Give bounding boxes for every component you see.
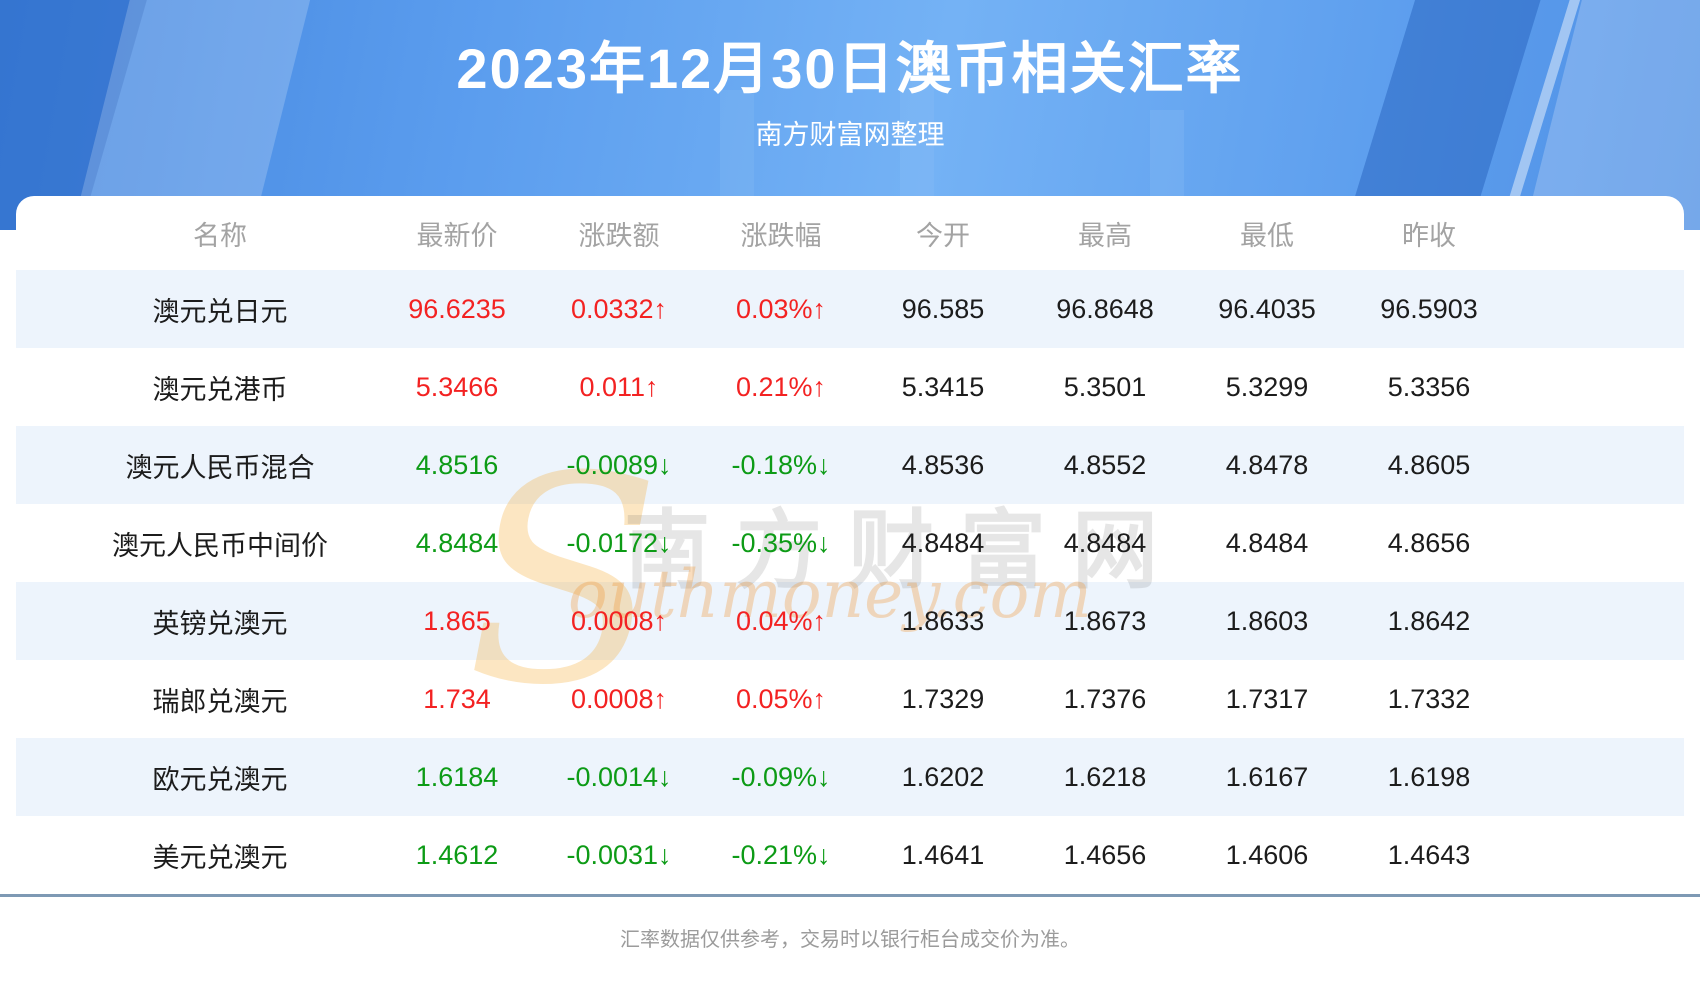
column-header-spacer — [1510, 196, 1684, 270]
cell-pct: -0.35%↓ — [731, 527, 831, 558]
column-header-6: 最低 — [1240, 220, 1294, 251]
cell-latest: 1.4612 — [415, 839, 499, 870]
table-row: 欧元兑澳元 1.6184 -0.0014↓ -0.09%↓ 1.6202 1.6218 1.… — [16, 738, 1684, 816]
cell-change: 0.0008↑ — [570, 605, 668, 636]
cell-spacer — [1510, 582, 1684, 660]
cell-spacer — [1510, 504, 1684, 582]
column-header-5: 最高 — [1078, 220, 1132, 251]
cell-pct: -0.18%↓ — [731, 449, 831, 480]
cell-change: -0.0172↓ — [566, 527, 672, 558]
cell-low: 4.8484 — [1225, 527, 1309, 558]
table-row: 澳元兑日元 96.6235 0.0332↑ 0.03%↑ 96.585 96.8648 96… — [16, 270, 1684, 348]
table-row: 澳元人民币混合 4.8516 -0.0089↓ -0.18%↓ 4.8536 4.8552… — [16, 426, 1684, 504]
table-row: 瑞郎兑澳元 1.734 0.0008↑ 0.05%↑ 1.7329 1.7376 1.731… — [16, 660, 1684, 738]
cell-open: 1.6202 — [901, 761, 985, 792]
cell-latest: 5.3466 — [415, 371, 499, 402]
cell-low: 1.4606 — [1225, 839, 1309, 870]
cell-open: 1.4641 — [901, 839, 985, 870]
cell-high: 1.8673 — [1063, 605, 1147, 636]
rates-card: 名称 最新价 涨跌额 涨跌幅 今开 最高 最低 昨收 澳元兑日元 96.6235 0.0332↑ 0… — [16, 196, 1684, 894]
cell-prev: 1.8642 — [1387, 605, 1471, 636]
table-row: 澳元兑港币 5.3466 0.011↑ 0.21%↑ 5.3415 5.3501 5.329… — [16, 348, 1684, 426]
cell-name: 欧元兑澳元 — [152, 764, 288, 795]
cell-high: 4.8552 — [1063, 449, 1147, 480]
cell-low: 1.8603 — [1225, 605, 1309, 636]
cell-spacer — [1510, 348, 1684, 426]
table-row: 英镑兑澳元 1.865 0.0008↑ 0.04%↑ 1.8633 1.8673 1.860… — [16, 582, 1684, 660]
cell-low: 1.6167 — [1225, 761, 1309, 792]
cell-name: 英镑兑澳元 — [152, 608, 288, 639]
cell-spacer — [1510, 738, 1684, 816]
cell-pct: 0.21%↑ — [735, 371, 827, 402]
cell-open: 1.8633 — [901, 605, 985, 636]
disclaimer-text: 汇率数据仅供参考，交易时以银行柜台成交价为准。 — [620, 929, 1080, 951]
cell-latest: 96.6235 — [408, 293, 506, 324]
cell-open: 5.3415 — [901, 371, 985, 402]
cell-name: 澳元人民币中间价 — [112, 530, 328, 561]
cell-prev: 1.7332 — [1387, 683, 1471, 714]
cell-spacer — [1510, 270, 1684, 348]
cell-open: 4.8536 — [901, 449, 985, 480]
exchange-rate-table: 名称 最新价 涨跌额 涨跌幅 今开 最高 最低 昨收 澳元兑日元 96.6235 0.0332↑ 0… — [16, 196, 1684, 894]
cell-latest: 4.8484 — [415, 527, 499, 558]
cell-change: 0.0332↑ — [570, 293, 668, 324]
page-subtitle: 南方财富网整理 — [755, 120, 945, 150]
cell-latest: 1.865 — [423, 605, 491, 636]
column-header-2: 涨跌额 — [578, 220, 660, 251]
column-header-0: 名称 — [193, 220, 247, 251]
cell-open: 1.7329 — [901, 683, 985, 714]
cell-latest: 1.734 — [423, 683, 491, 714]
cell-low: 4.8478 — [1225, 449, 1309, 480]
cell-high: 4.8484 — [1063, 527, 1147, 558]
banner: 2023年12月30日澳币相关汇率 南方财富网整理 — [0, 0, 1700, 230]
cell-low: 5.3299 — [1225, 371, 1309, 402]
column-header-1: 最新价 — [416, 220, 498, 251]
cell-prev: 4.8656 — [1387, 527, 1471, 558]
column-header-7: 昨收 — [1402, 220, 1456, 251]
cell-name: 澳元人民币混合 — [125, 452, 315, 483]
cell-prev: 4.8605 — [1387, 449, 1471, 480]
cell-pct: 0.05%↑ — [735, 683, 827, 714]
cell-prev: 1.6198 — [1387, 761, 1471, 792]
column-header-4: 今开 — [916, 220, 970, 251]
cell-name: 瑞郎兑澳元 — [152, 686, 288, 717]
cell-high: 1.6218 — [1063, 761, 1147, 792]
table-header-row: 名称 最新价 涨跌额 涨跌幅 今开 最高 最低 昨收 — [16, 196, 1684, 270]
cell-prev: 96.5903 — [1380, 293, 1478, 324]
cell-pct: -0.09%↓ — [731, 761, 831, 792]
cell-spacer — [1510, 426, 1684, 504]
cell-open: 96.585 — [901, 293, 985, 324]
cell-name: 澳元兑港币 — [152, 374, 288, 405]
cell-high: 1.7376 — [1063, 683, 1147, 714]
cell-pct: 0.04%↑ — [735, 605, 827, 636]
cell-high: 5.3501 — [1063, 371, 1147, 402]
footer: 汇率数据仅供参考，交易时以银行柜台成交价为准。 — [0, 923, 1700, 952]
cell-prev: 1.4643 — [1387, 839, 1471, 870]
cell-change: -0.0031↓ — [566, 839, 672, 870]
cell-change: -0.0014↓ — [566, 761, 672, 792]
cell-low: 1.7317 — [1225, 683, 1309, 714]
cell-change: -0.0089↓ — [566, 449, 672, 480]
cell-high: 96.8648 — [1056, 293, 1154, 324]
cell-name: 澳元兑日元 — [152, 296, 288, 327]
page-title: 2023年12月30日澳币相关汇率 — [456, 37, 1244, 100]
cell-open: 4.8484 — [901, 527, 985, 558]
cell-name: 美元兑澳元 — [152, 842, 288, 873]
cell-change: 0.011↑ — [579, 371, 659, 402]
page: 2023年12月30日澳币相关汇率 南方财富网整理 名称 最新价 涨跌额 涨跌幅 今开 最… — [0, 0, 1700, 952]
cell-pct: 0.03%↑ — [735, 293, 827, 324]
table-row: 美元兑澳元 1.4612 -0.0031↓ -0.21%↓ 1.4641 1.4656 1.… — [16, 816, 1684, 894]
cell-latest: 1.6184 — [415, 761, 499, 792]
cell-high: 1.4656 — [1063, 839, 1147, 870]
cell-spacer — [1510, 660, 1684, 738]
table-row: 澳元人民币中间价 4.8484 -0.0172↓ -0.35%↓ 4.8484 4.848… — [16, 504, 1684, 582]
cell-low: 96.4035 — [1218, 293, 1316, 324]
cell-latest: 4.8516 — [415, 449, 499, 480]
cell-prev: 5.3356 — [1387, 371, 1471, 402]
cell-pct: -0.21%↓ — [731, 839, 831, 870]
column-header-3: 涨跌幅 — [740, 220, 822, 251]
cell-change: 0.0008↑ — [570, 683, 668, 714]
footer-divider — [0, 894, 1700, 897]
cell-spacer — [1510, 816, 1684, 894]
